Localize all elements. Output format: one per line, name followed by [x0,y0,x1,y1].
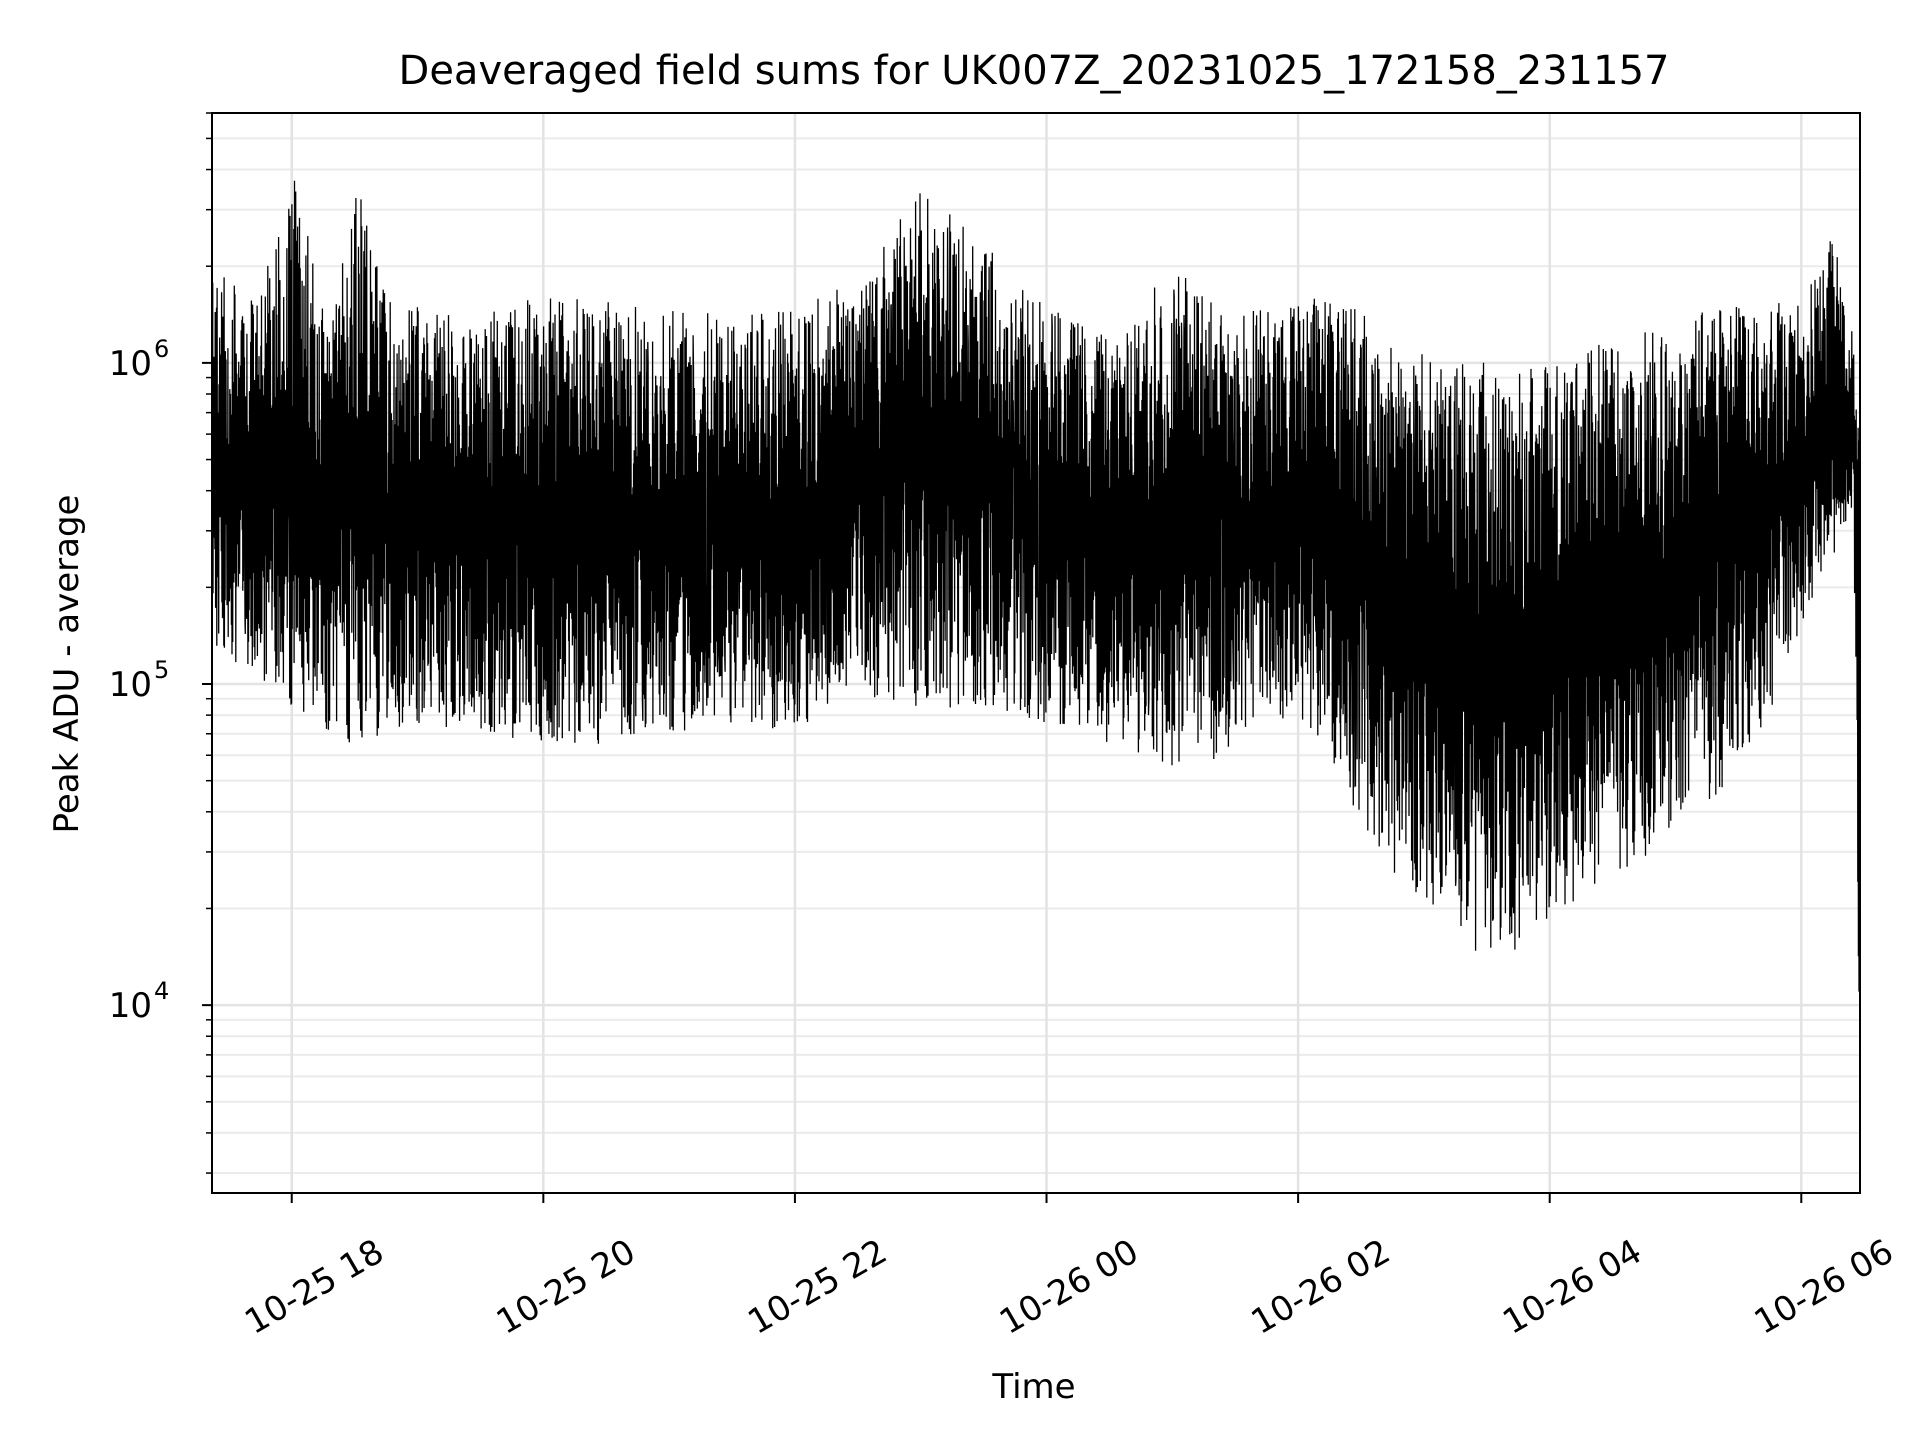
y-tick-label: 10 [109,665,152,705]
y-tick-exponent: 5 [154,656,169,684]
y-tick-label: 10 [109,986,152,1026]
y-axis-label: Peak ADU - average [47,495,87,834]
y-tick-base: 10 [109,344,152,384]
x-axis-label: Time [991,1367,1075,1407]
y-tick-label: 10 [109,344,152,384]
plot-frame [211,112,1861,1194]
y-tick-base: 10 [109,986,152,1026]
data-series [211,180,1861,1152]
chart-title: Deaveraged field sums for UK007Z_2023102… [399,48,1670,94]
y-tick-exponent: 4 [154,977,169,1005]
y-tick-base: 10 [109,665,152,705]
y-tick-exponent: 6 [154,335,169,363]
series-line [211,180,1861,1152]
